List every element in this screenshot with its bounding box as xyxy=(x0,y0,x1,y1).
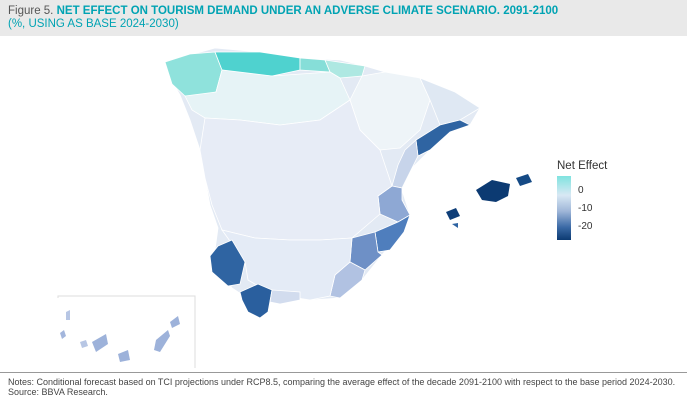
region-basque xyxy=(324,59,366,79)
figure-header: Figure 5. NET EFFECT ON TOURISM DEMAND U… xyxy=(0,0,687,36)
island-ibiza xyxy=(446,208,460,220)
source-text: Source: BBVA Research. xyxy=(8,387,108,397)
region-cadiz xyxy=(239,283,273,319)
island-la-palma xyxy=(66,310,70,320)
notes-section: Notes: Conditional forecast based on TCI… xyxy=(0,372,687,414)
map-area xyxy=(0,36,687,372)
legend-tick-0: 0 xyxy=(578,185,584,196)
island-fuerteventura xyxy=(154,330,170,352)
figure-title: NET EFFECT ON TOURISM DEMAND UNDER AN AD… xyxy=(56,5,559,17)
island-formentera xyxy=(452,223,458,228)
island-el-hierro xyxy=(60,330,66,339)
island-tenerife xyxy=(92,334,108,352)
region-huelva xyxy=(209,239,246,287)
figure-label: Figure 5. xyxy=(8,5,54,17)
legend-tick-minus-20: -20 xyxy=(578,221,593,232)
island-la-gomera xyxy=(80,340,88,348)
canary-inset-frame xyxy=(57,295,196,368)
region-central xyxy=(199,99,393,241)
spain-choropleth-map xyxy=(57,47,532,368)
notes-text: Notes: Conditional forecast based on TCI… xyxy=(8,377,676,387)
island-lanzarote xyxy=(170,316,180,328)
legend-title: Net Effect xyxy=(557,160,608,172)
region-malaga xyxy=(269,289,301,305)
island-menorca xyxy=(516,174,532,186)
legend-color-bar xyxy=(557,176,571,240)
figure-subtitle: (%, USING AS BASE 2024-2030) xyxy=(8,18,179,30)
region-galicia xyxy=(164,51,223,99)
region-andalusia-inland xyxy=(221,229,353,301)
island-mallorca xyxy=(476,180,510,202)
island-gran-canaria xyxy=(118,350,130,362)
legend-tick-minus-10: -10 xyxy=(578,203,593,214)
region-catalonia-coast xyxy=(415,119,472,157)
